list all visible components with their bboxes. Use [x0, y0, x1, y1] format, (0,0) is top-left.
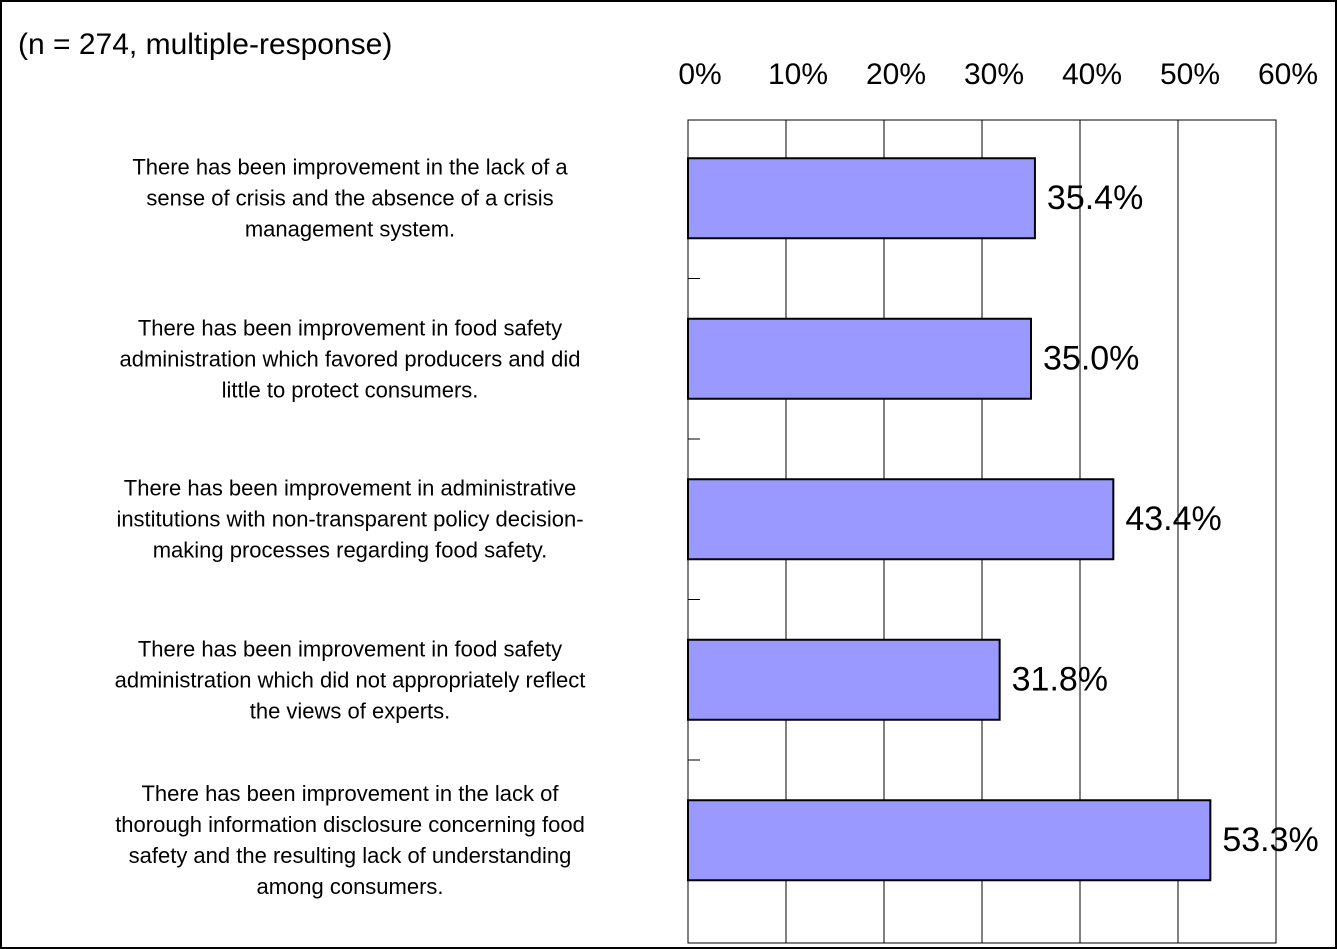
x-tick-label: 50%	[1160, 58, 1220, 91]
y-tick-label: There has been improvement in the lack o…	[115, 781, 585, 900]
x-tick-label: 10%	[768, 58, 828, 91]
bar	[687, 478, 1115, 561]
value-label: 31.8%	[1012, 661, 1108, 699]
value-label: 43.4%	[1125, 500, 1221, 538]
x-tick-label: 20%	[866, 58, 926, 91]
value-label: 53.3%	[1222, 821, 1318, 859]
bar	[687, 317, 1032, 400]
x-tick-label: 60%	[1258, 58, 1318, 91]
value-label: 35.4%	[1047, 179, 1143, 217]
y-tick-label: There has been improvement in food safet…	[119, 315, 581, 403]
bar	[687, 799, 1212, 882]
bar	[687, 157, 1036, 240]
value-label: 35.0%	[1043, 340, 1139, 378]
chart-title: (n = 274, multiple-response)	[18, 28, 392, 61]
x-tick-label: 40%	[1062, 58, 1122, 91]
y-tick-label: There has been improvement in administra…	[116, 475, 584, 563]
y-tick-label: There has been improvement in food safet…	[114, 636, 586, 724]
x-tick-label: 30%	[964, 58, 1024, 91]
bar	[687, 638, 1001, 721]
y-tick-label: There has been improvement in the lack o…	[132, 154, 568, 242]
x-tick-label: 0%	[678, 58, 721, 91]
